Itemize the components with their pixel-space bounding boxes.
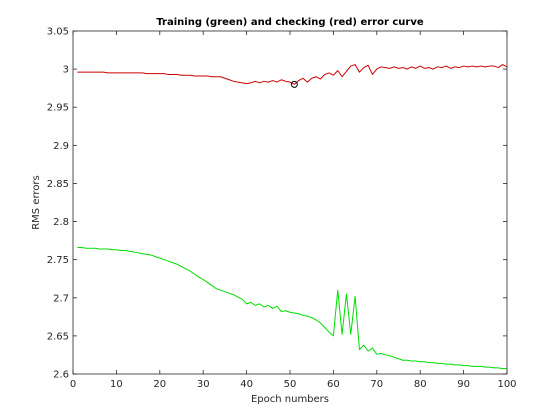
y-tick-label: 2.85 (47, 179, 69, 190)
x-axis-ticks: 0 10 20 30 40 50 60 70 80 90 100 (70, 31, 517, 390)
y-tick-label: 2.65 (47, 331, 69, 342)
chart-title: Training (green) and checking (red) erro… (156, 17, 424, 28)
series-layer (77, 64, 508, 370)
y-tick-label: 3 (63, 65, 69, 76)
x-tick-label: 0 (70, 379, 76, 390)
y-tick-label: 2.9 (53, 141, 69, 152)
y-tick-label: 2.8 (53, 217, 69, 228)
x-tick-label: 70 (370, 379, 383, 390)
x-tick-label: 40 (240, 379, 253, 390)
x-tick-label: 10 (110, 379, 123, 390)
y-axis-title: RMS errors (31, 175, 42, 230)
x-axis-title: Epoch numbers (251, 394, 329, 405)
x-tick-label: 20 (153, 379, 166, 390)
x-tick-label: 80 (414, 379, 427, 390)
y-axis-ticks: 2.6 2.65 2.7 2.75 2.8 2.85 2.9 2.95 3 3.05 (47, 27, 507, 381)
series-line-1 (77, 64, 508, 85)
x-tick-label: 60 (327, 379, 340, 390)
x-tick-label: 90 (457, 379, 470, 390)
y-tick-label: 2.6 (53, 370, 69, 381)
plot-area (73, 31, 507, 374)
x-tick-label: 100 (497, 379, 516, 390)
min-error-marker (290, 80, 298, 88)
y-tick-label: 2.95 (47, 103, 69, 114)
x-tick-label: 30 (197, 379, 210, 390)
marker-layer (290, 80, 298, 88)
series-line-0 (77, 246, 507, 370)
y-tick-label: 2.7 (53, 293, 69, 304)
y-tick-label: 3.05 (47, 27, 69, 38)
y-tick-label: 2.75 (47, 255, 69, 266)
x-tick-label: 50 (284, 379, 297, 390)
